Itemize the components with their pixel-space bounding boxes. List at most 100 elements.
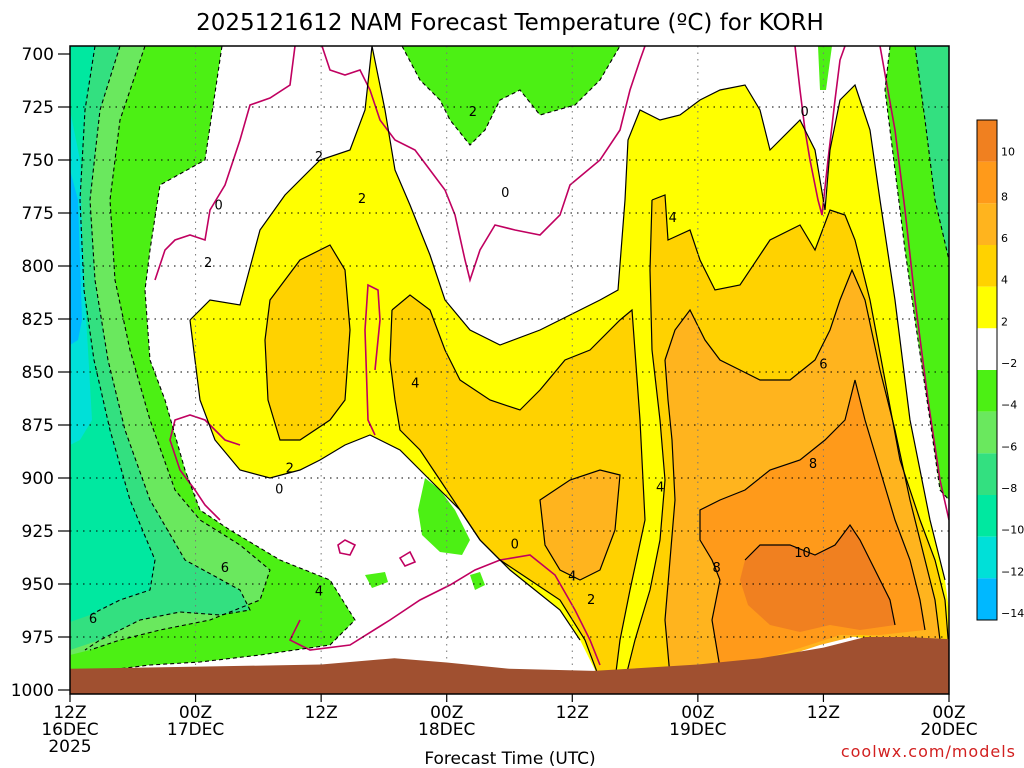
x-tick-label: 00Z xyxy=(681,703,714,723)
y-tick-label: 975 xyxy=(22,628,54,648)
contour-label: 0 xyxy=(800,105,808,120)
colorbar-swatch xyxy=(977,286,997,329)
zero-contour-d xyxy=(364,283,381,436)
contour-10 xyxy=(744,523,896,626)
y-axis: 700 725 750 775 800 825 850 875 900 925 950 975 1000 xyxy=(11,45,70,701)
colorbar-label: −14 xyxy=(1001,607,1024,620)
fill-neg8-left xyxy=(70,46,155,622)
colorbar-swatch xyxy=(977,453,997,495)
zero-contours xyxy=(154,46,949,666)
zero-contour-g xyxy=(879,46,949,521)
x-tick-label: 20DEC xyxy=(920,720,977,740)
contour-neg4-left xyxy=(89,46,271,651)
contour-label: 0 xyxy=(275,483,283,498)
fill-neg2-top xyxy=(402,46,620,145)
colorbar-swatch xyxy=(977,328,997,370)
contour-label: 2 xyxy=(587,593,595,608)
y-tick-label: 800 xyxy=(22,257,54,277)
contour-label: 10 xyxy=(794,546,811,561)
contour-label: 0 xyxy=(501,186,509,201)
contour-neg6-left xyxy=(84,46,251,651)
contour-label: 4 xyxy=(315,584,323,599)
plot-frame xyxy=(69,45,950,695)
zero-contour-f xyxy=(794,46,846,216)
colorbar-label: 6 xyxy=(1001,232,1008,245)
negative-contours xyxy=(79,46,949,671)
credit-text: coolwx.com/models xyxy=(841,742,1016,761)
plot-area xyxy=(70,46,949,694)
x-tick-label: 00Z xyxy=(179,703,212,723)
colorbar-label: −10 xyxy=(1001,524,1024,537)
contour-neg4-right xyxy=(914,46,949,261)
y-tick-label: 1000 xyxy=(11,681,54,701)
zero-contour-a xyxy=(154,46,296,281)
x-tick-label: 12Z xyxy=(53,703,86,723)
colorbar-label: −12 xyxy=(1001,565,1024,578)
x-tick-label: 12Z xyxy=(807,703,840,723)
colorbar-swatch xyxy=(977,411,997,454)
colorbar-swatch xyxy=(977,203,997,245)
contour-label: 0 xyxy=(214,199,222,214)
colorbar-label: −6 xyxy=(1001,440,1017,453)
y-tick-label: 950 xyxy=(22,575,54,595)
y-tick-label: 750 xyxy=(22,151,54,171)
x-tick-label: 18DEC xyxy=(418,720,475,740)
colorbar-label: 2 xyxy=(1001,315,1008,328)
contour-4-e xyxy=(624,199,666,681)
y-tick-label: 825 xyxy=(22,310,54,330)
contour-label: 6 xyxy=(819,358,827,373)
zero-contour-e xyxy=(288,554,601,666)
x-axis-label: Forecast Time (UTC) xyxy=(424,749,595,768)
contour-label: 2 xyxy=(204,256,212,271)
y-tick-label: 875 xyxy=(22,416,54,436)
fill-neg2-patch-c xyxy=(470,572,485,590)
fill-pos10 xyxy=(740,525,895,632)
colorbar-swatch xyxy=(977,370,997,412)
x-tick-label: 19DEC xyxy=(669,720,726,740)
y-tick-label: 775 xyxy=(22,204,54,224)
colorbar-swatch xyxy=(977,245,997,287)
contour-4-b xyxy=(391,294,646,681)
zero-contour-c xyxy=(169,414,241,521)
contour-2-outline xyxy=(189,46,946,581)
contour-label: 4 xyxy=(656,480,664,495)
x-tick-label: 12Z xyxy=(305,703,338,723)
colorbar-label: −4 xyxy=(1001,399,1017,412)
x-tick-label: 2025 xyxy=(48,737,91,757)
contour-label: 4 xyxy=(568,570,576,585)
contour-label: 2 xyxy=(469,105,477,120)
contour-6-a xyxy=(664,268,941,641)
x-tick-label: 12Z xyxy=(556,703,589,723)
contour-label: 0 xyxy=(511,538,519,553)
colorbar: 10 8 6 4 2 −2 −4 −6 −8 −10 −12 −14 xyxy=(976,119,1024,621)
grid xyxy=(70,46,949,694)
colorbar-label: 8 xyxy=(1001,190,1008,203)
contour-4-a xyxy=(264,244,351,441)
colorbar-label: 4 xyxy=(1001,274,1008,287)
y-tick-label: 850 xyxy=(22,363,54,383)
positive-contours xyxy=(189,46,949,681)
ground-surface xyxy=(70,637,949,694)
x-tick-label: 17DEC xyxy=(167,720,224,740)
contour-label: 2 xyxy=(358,192,366,207)
fill-neg2-patch-a xyxy=(418,478,470,555)
x-tick-label: 16DEC xyxy=(41,720,98,740)
chart-title: 2025121612 NAM Forecast Temperature (ºC)… xyxy=(196,10,824,36)
y-tick-label: 925 xyxy=(22,522,54,542)
x-tick-label: 00Z xyxy=(932,703,965,723)
contour-neg2-right xyxy=(884,46,949,501)
y-tick-label: 700 xyxy=(22,45,54,65)
contour-label: 4 xyxy=(669,211,677,226)
contour-label: 2 xyxy=(286,461,294,476)
colorbar-label: −2 xyxy=(1001,357,1017,370)
zero-contour-h xyxy=(337,539,357,556)
contour-label: 4 xyxy=(411,377,419,392)
y-tick-label: 900 xyxy=(22,469,54,489)
colorbar-label: −8 xyxy=(1001,482,1017,495)
fill-neg14-left xyxy=(70,170,82,345)
contour-neg2-left xyxy=(109,46,356,671)
colorbar-swatch xyxy=(977,120,997,162)
zero-contour-b xyxy=(321,46,646,283)
